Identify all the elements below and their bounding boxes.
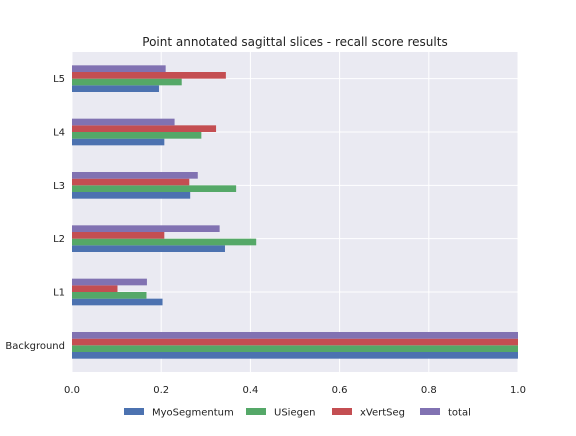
- bar-usiegen-l1: [72, 292, 147, 299]
- legend-swatch: [124, 408, 144, 415]
- y-tick-label: L2: [53, 234, 65, 245]
- y-tick-label: L5: [53, 74, 65, 85]
- bar-myosegmentum-l1: [72, 298, 163, 306]
- bar-myosegmentum-l5: [72, 85, 159, 92]
- bar-myosegmentum-l2: [72, 245, 225, 252]
- bar-xvertseg-l3: [72, 178, 190, 186]
- bar-xvertseg-l2: [72, 232, 165, 239]
- bar-usiegen-l3: [72, 185, 237, 192]
- bar-usiegen-l2: [72, 238, 257, 246]
- x-tick-label: 1.0: [510, 385, 526, 396]
- x-tick-labels: 0.0 0.2 0.4 0.6 0.8 1.0: [64, 385, 526, 396]
- y-tick-label: L3: [53, 181, 65, 192]
- legend-swatch: [420, 408, 440, 415]
- legend-label: total: [448, 408, 471, 419]
- plot-area: [72, 52, 518, 372]
- legend-swatch: [332, 408, 352, 415]
- legend: MyoSegmentum USiegen xVertSeg total: [124, 408, 471, 419]
- x-tick-label: 0.0: [64, 385, 80, 396]
- bar-xvertseg-l4: [72, 125, 217, 132]
- x-tick-label: 0.6: [332, 385, 348, 396]
- legend-swatch: [246, 408, 266, 415]
- bar-usiegen-l5: [72, 78, 182, 86]
- bar-myosegmentum-l4: [72, 138, 165, 146]
- y-tick-label: Background: [5, 341, 65, 352]
- bar-total-background: [72, 332, 518, 339]
- y-tick-label: L1: [53, 288, 65, 299]
- bar-xvertseg-background: [72, 338, 518, 346]
- bar-total-l4: [72, 118, 175, 126]
- bar-total-l1: [72, 278, 147, 286]
- x-tick-label: 0.4: [242, 385, 258, 396]
- legend-label: USiegen: [274, 408, 315, 419]
- bars: [72, 65, 518, 359]
- bar-myosegmentum-background: [72, 352, 518, 359]
- bar-total-l3: [72, 172, 198, 179]
- y-tick-label: L4: [53, 128, 65, 139]
- legend-label: xVertSeg: [360, 408, 405, 419]
- bar-myosegmentum-l3: [72, 192, 191, 199]
- x-tick-label: 0.2: [153, 385, 169, 396]
- y-tick-labels: Background L1 L2 L3 L4 L5: [5, 74, 65, 352]
- bar-usiegen-background: [72, 345, 518, 352]
- bar-usiegen-l4: [72, 132, 202, 139]
- bar-total-l2: [72, 225, 220, 232]
- bar-total-l5: [72, 65, 166, 72]
- chart-title: Point annotated sagittal slices - recall…: [142, 35, 447, 49]
- legend-label: MyoSegmentum: [152, 408, 234, 419]
- bar-xvertseg-l5: [72, 72, 226, 79]
- bar-xvertseg-l1: [72, 285, 118, 292]
- x-tick-label: 0.8: [421, 385, 437, 396]
